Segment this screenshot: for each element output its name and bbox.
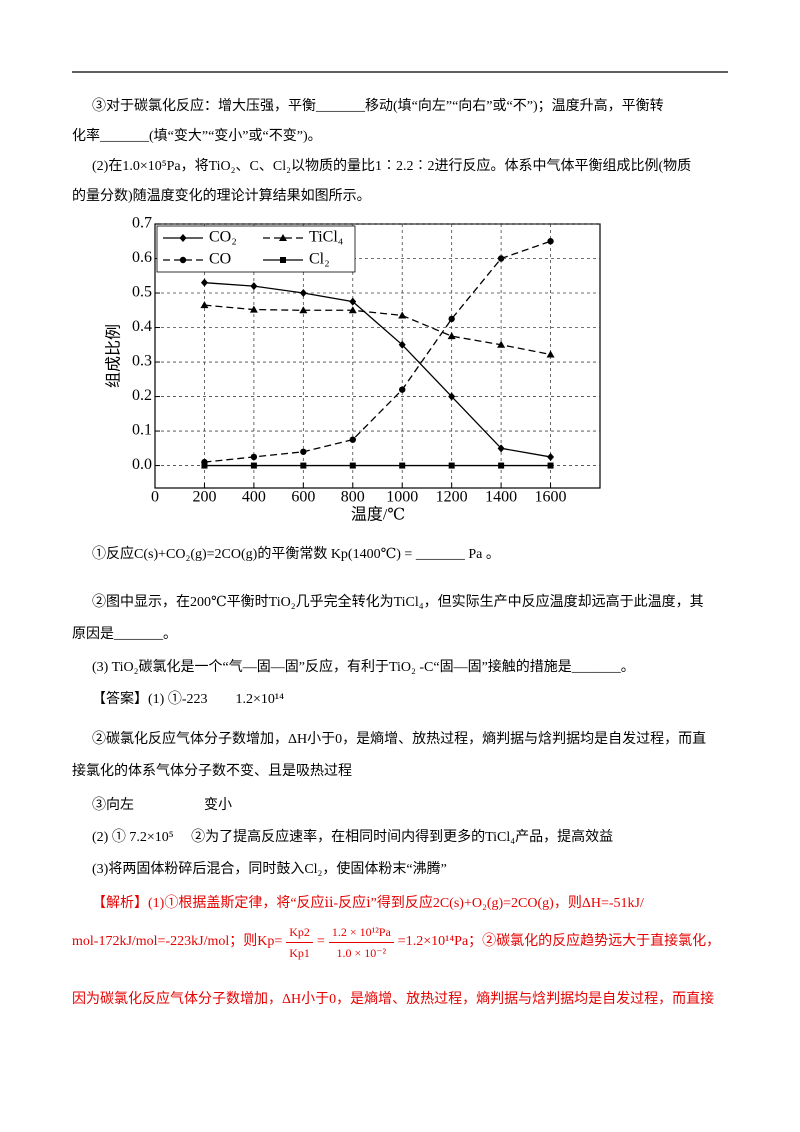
text-line: 的量分数)随温度变化的理论计算结果如图所示。 (72, 189, 371, 204)
text-line: (3)将两固体粉碎后混合，同时鼓入Cl₂，使固体粉末“沸腾” (92, 862, 447, 877)
header-rule (72, 71, 728, 73)
text-line: ②碳氯化反应气体分子数增加，ΔH小于0，是熵增、放热过程，熵判据与焓判据均是自发… (92, 732, 707, 747)
marker (349, 462, 356, 469)
text-line: ③向左 变小 (92, 798, 232, 813)
text-line: (2)在1.0×10⁵Pa，将TiO₂、C、Cl₂以物质的量比1∶2.2∶2进行… (92, 159, 692, 174)
x-tick-label: 200 (192, 489, 216, 506)
series-line (204, 240, 551, 463)
x-tick-label: 400 (242, 489, 266, 506)
marker (200, 278, 208, 287)
denominator: Kp1 (289, 945, 310, 960)
analysis-line: 因为碳氯化反应气体分子数增加，ΔH小于0，是熵增、放热过程，熵判据与焓判据均是自… (72, 992, 715, 1007)
marker (349, 436, 356, 443)
legend-label: CO₂ (209, 229, 237, 246)
marker (300, 462, 307, 469)
x-axis-label: 温度/℃ (351, 506, 405, 524)
fraction: 1.2 × 10¹²Pa 1.0 × 10⁻² (328, 922, 394, 963)
analysis-line: 【解析】(1)①根据盖斯定律，将“反应ⅱ-反应ⅰ”得到反应2C(s)+O₂(g)… (92, 896, 644, 911)
marker (398, 340, 406, 349)
text-line: ③对于碳氯化反应：增大压强，平衡_______移动(填“向左”“向右”或“不”)… (92, 99, 664, 114)
text-line: 原因是_______。 (72, 627, 177, 642)
marker (179, 256, 187, 264)
denominator: 1.0 × 10⁻² (336, 945, 387, 960)
x-tick-label: 1400 (485, 489, 517, 506)
marker (249, 305, 258, 313)
x-tick-label: 800 (341, 489, 365, 506)
marker (348, 306, 357, 314)
y-tick-label: 0.2 (132, 387, 152, 404)
x-tick-label: 600 (291, 489, 315, 506)
legend-label: TiCl₄ (309, 229, 344, 246)
marker (448, 315, 455, 323)
y-tick-label: 0.4 (132, 318, 152, 335)
marker (280, 257, 286, 263)
marker (349, 297, 357, 306)
legend-label: Cl₂ (309, 251, 330, 268)
marker (250, 453, 258, 461)
marker (399, 386, 406, 393)
marker (179, 234, 187, 242)
marker (250, 282, 258, 291)
marker (448, 462, 455, 469)
y-tick-label: 0.5 (132, 284, 152, 301)
marker (498, 462, 505, 469)
marker (299, 289, 307, 298)
marker (399, 462, 406, 469)
x-tick-label: 0 (151, 489, 159, 506)
series-line (204, 304, 551, 356)
text-line: (2) ① 7.2×10⁵ ②为了提高反应速率，在相同时间内得到更多的TiCl₄… (92, 830, 614, 845)
marker (546, 350, 555, 358)
legend: CO₂ TiCl₄ CO Cl₂ (156, 225, 356, 273)
marker (299, 306, 308, 314)
analysis-line: mol-172kJ/mol=-223kJ/mol；则Kp= Kp2 Kp1 = 1… (72, 912, 728, 972)
marker (398, 311, 407, 319)
text-line: 化率_______(填“变大”“变小”或“不变”)。 (72, 129, 322, 144)
marker (447, 332, 456, 340)
text: mol-172kJ/mol=-223kJ/mol；则Kp= (72, 934, 283, 949)
marker (497, 444, 505, 453)
marker (547, 452, 555, 461)
marker (300, 448, 307, 455)
y-tick-label: 0.1 (132, 422, 152, 439)
marker (497, 340, 506, 348)
text: = (316, 934, 325, 949)
marker (201, 462, 208, 469)
series-line (204, 282, 551, 458)
y-tick-label: 0.0 (132, 456, 152, 473)
chart: 组成比例 温度/℃ 0.0 0.1 0.2 0.3 0.4 0.5 0.6 0.7 0 200 40… (105, 215, 601, 524)
marker (200, 301, 209, 309)
marker (497, 255, 505, 262)
legend-label: CO (209, 251, 231, 268)
y-tick-label: 0.7 (132, 215, 152, 232)
text-line: 接氯化的体系气体分子数不变、且是吸热过程 (72, 764, 352, 779)
text-line: ②图中显示，在200℃平衡时TiO₂几乎完全转化为TiCl₄，但实际生产中反应温… (92, 595, 704, 610)
numerator: Kp2 (286, 922, 313, 943)
x-tick-label: 1600 (535, 489, 567, 506)
marker (547, 238, 554, 245)
y-tick-label: 0.3 (132, 353, 152, 370)
x-tick-label: 1200 (436, 489, 468, 506)
marker (279, 234, 287, 241)
marker (547, 462, 554, 469)
numerator: 1.2 × 10¹²Pa (328, 922, 394, 943)
x-tick-label: 1000 (386, 489, 418, 506)
marker (250, 462, 257, 469)
text-line: 【答案】(1) ①-223 1.2×10¹⁴ (92, 692, 284, 707)
y-axis-label: 组成比例 (105, 324, 123, 388)
text: =1.2×10¹⁴Pa；②碳氯化的反应趋势远大于直接氯化， (397, 934, 721, 949)
fraction: Kp2 Kp1 (286, 922, 313, 963)
text-line: ①反应C(s)+CO₂(g)=2CO(g)的平衡常数 Kp(1400℃) = _… (92, 547, 500, 562)
text-line: (3) TiO₂碳氯化是一个“气—固—固”反应，有利于TiO₂ -C“固—固”接… (92, 660, 635, 675)
y-tick-label: 0.6 (132, 249, 152, 266)
legend-box (156, 225, 356, 273)
marker (448, 392, 456, 401)
